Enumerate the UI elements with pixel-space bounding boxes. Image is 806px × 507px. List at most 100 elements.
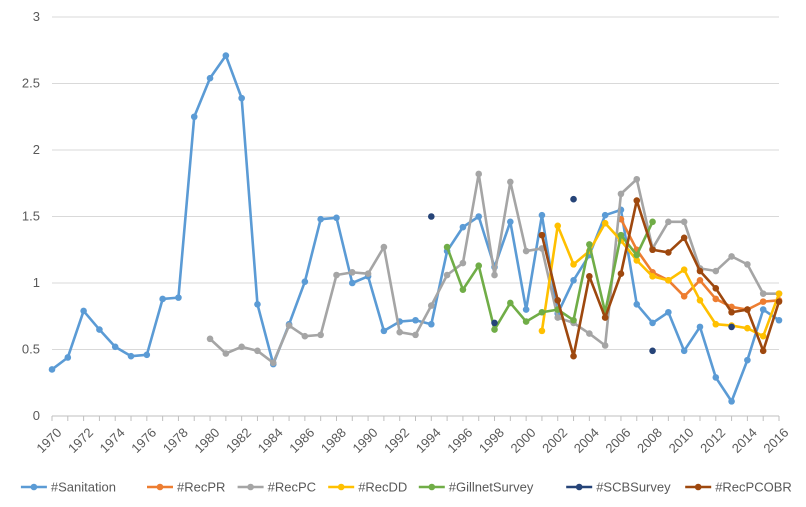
legend-swatch-marker: [247, 483, 254, 491]
data-point: [696, 296, 704, 304]
x-tick-label: 1974: [97, 425, 128, 456]
data-point: [680, 234, 688, 242]
data-point: [744, 306, 751, 313]
data-point: [364, 270, 372, 277]
gridlines: [52, 16, 779, 350]
data-point: [759, 347, 767, 355]
data-point: [428, 320, 435, 328]
axes: [51, 415, 780, 421]
x-tick-label: 1976: [128, 425, 159, 456]
data-point: [428, 213, 435, 220]
data-point: [285, 322, 293, 329]
data-point: [570, 352, 577, 360]
x-tick-label: 1982: [223, 425, 254, 456]
x-tick-label: 2010: [666, 425, 697, 456]
data-point: [507, 299, 514, 307]
data-point: [633, 197, 641, 204]
data-point: [491, 271, 498, 279]
data-point: [554, 314, 562, 321]
legend-label: #SCBSurvey: [596, 480, 671, 495]
x-axis-ticks: 1970 1972 1974 1976 1978 1980 1982 1984 1986 1988…: [33, 425, 791, 456]
data-point: [222, 350, 230, 357]
data-point: [507, 218, 514, 226]
data-point: [111, 343, 119, 351]
data-point: [712, 267, 720, 275]
data-point: [759, 332, 767, 340]
data-point: [696, 267, 704, 275]
legend-item-gillnetsurvey: #GillnetSurvey: [418, 480, 534, 495]
data-point: [459, 259, 467, 267]
data-point: [649, 347, 656, 355]
x-tick-label: 2002: [539, 425, 570, 456]
data-point: [665, 277, 672, 284]
data-point: [380, 243, 388, 251]
x-tick-label: 2008: [634, 425, 665, 456]
legend-label: #RecPCOBR: [715, 480, 792, 495]
data-point: [601, 314, 609, 321]
data-point: [759, 298, 767, 305]
data-point: [412, 316, 419, 324]
data-point: [696, 323, 704, 331]
data-point: [665, 308, 672, 316]
x-tick-label: 1980: [191, 425, 222, 456]
data-point: [601, 342, 609, 349]
data-point: [570, 261, 577, 268]
legend-label: #RecPR: [177, 480, 225, 495]
data-point: [64, 354, 72, 361]
data-point: [538, 211, 546, 219]
legend-item-recpcobr: #RecPCOBR: [685, 480, 792, 495]
data-point: [728, 253, 735, 260]
data-point: [617, 190, 625, 198]
data-point: [48, 366, 56, 373]
data-point: [775, 298, 783, 305]
x-tick-label: 1990: [350, 425, 381, 456]
data-point: [728, 323, 735, 331]
data-point: [475, 170, 483, 178]
data-point: [159, 295, 166, 303]
data-point: [633, 300, 641, 308]
data-point: [633, 175, 641, 183]
x-tick-label: 2014: [729, 425, 760, 456]
data-point: [712, 295, 720, 303]
data-point: [570, 277, 577, 284]
data-point: [744, 324, 751, 332]
x-tick-label: 2000: [508, 425, 539, 456]
data-point: [348, 269, 356, 276]
legend-swatch-marker: [575, 483, 583, 491]
data-point: [80, 307, 87, 315]
data-point: [728, 398, 735, 405]
data-point: [522, 318, 530, 325]
series-recpcobr: [538, 197, 783, 360]
x-tick-label: 2004: [571, 425, 602, 456]
data-point: [475, 213, 483, 220]
data-point: [459, 223, 467, 231]
data-point: [412, 331, 419, 339]
x-tick-label: 1984: [255, 425, 286, 456]
data-point: [190, 113, 198, 121]
data-point: [143, 351, 151, 359]
y-tick-label: 0: [33, 408, 40, 423]
x-tick-label: 1986: [286, 425, 317, 456]
legend-label: #RecDD: [358, 480, 407, 495]
data-point: [238, 343, 245, 351]
data-point: [175, 294, 182, 301]
data-point: [206, 335, 214, 343]
data-point: [269, 359, 277, 367]
data-point: [712, 285, 720, 292]
data-point: [712, 374, 720, 381]
x-tick-label: 1992: [381, 425, 412, 456]
data-point: [696, 277, 704, 284]
y-tick-label: 2.5: [22, 76, 40, 91]
series-line: [540, 199, 781, 358]
data-point: [522, 306, 530, 313]
y-tick-label: 1: [33, 275, 40, 290]
data-point: [586, 330, 593, 337]
x-tick-label: 2006: [602, 425, 633, 456]
data-point: [538, 327, 546, 335]
data-point: [586, 241, 593, 248]
x-tick-label: 2016: [760, 425, 791, 456]
data-point: [586, 273, 593, 280]
x-tick-label: 1972: [65, 425, 96, 456]
data-point: [744, 261, 751, 268]
